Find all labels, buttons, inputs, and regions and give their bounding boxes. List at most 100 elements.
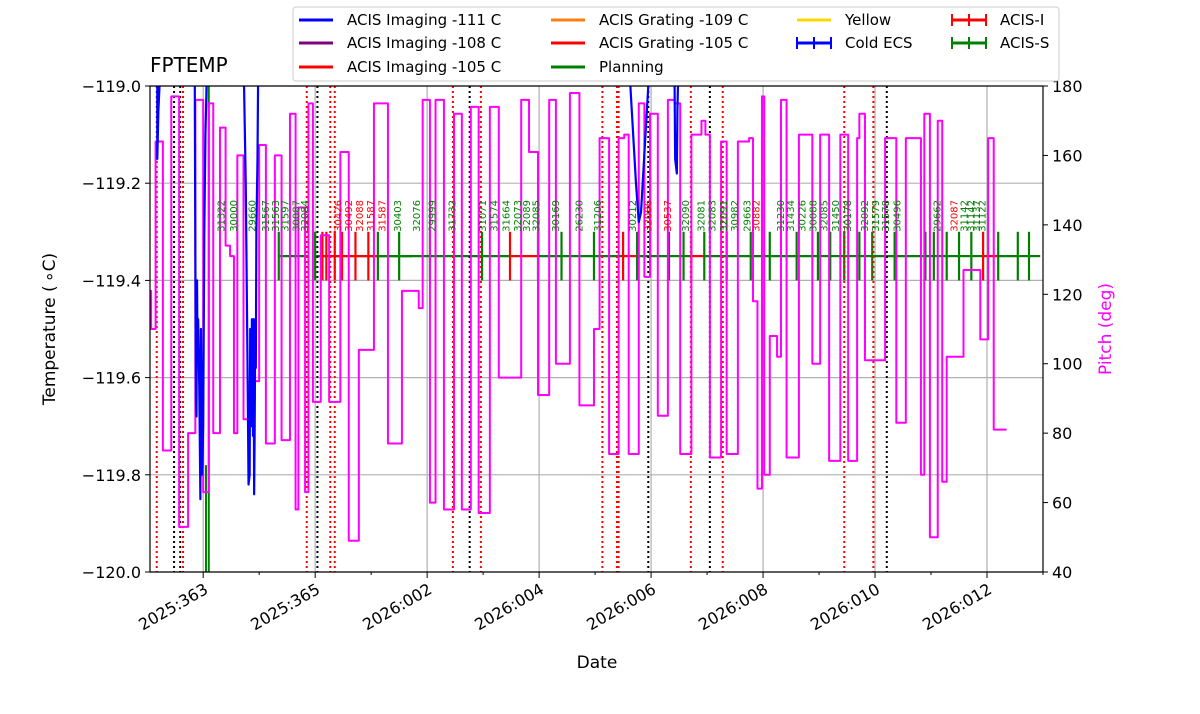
obsid-label: 32085: [531, 200, 542, 232]
legend: ACIS Imaging -111 C ACIS Imaging -108 C AC…: [292, 6, 1060, 82]
fptemp-series: [156, 86, 680, 501]
obsid-label: 31450: [831, 200, 842, 232]
obsid-label: 30178: [843, 200, 854, 232]
pitch-line: [150, 91, 1007, 542]
fptemp-line: [242, 86, 260, 496]
plot-frame: [149, 85, 1044, 573]
y-axis-title: Temperature ( ∘C): [40, 253, 60, 406]
fptemp-line: [629, 86, 650, 224]
obsid-label: 32087: [950, 200, 961, 232]
y-tick-label: −119.0: [82, 77, 141, 96]
legend-label: ACIS Imaging -111 C: [347, 11, 501, 29]
x-tick-label: 2026:006: [583, 579, 659, 634]
obsid-label: 30982: [730, 200, 741, 232]
obsid-label: 30088: [808, 200, 819, 232]
obsid-label: 30212: [628, 200, 639, 232]
legend-label: ACIS Imaging -105 C: [347, 58, 501, 76]
obsid-label: 31206: [593, 200, 604, 232]
acis-spans: [277, 231, 1041, 281]
obsid-label: 31122: [978, 200, 989, 232]
y2-tick-label: 120: [1052, 285, 1083, 304]
obsid-label: 31322: [217, 200, 228, 232]
legend-label: ACIS Grating -105 C: [599, 34, 748, 52]
obsid-label: 31434: [786, 200, 797, 232]
obsid-label: 29999: [428, 200, 439, 232]
obsid-label: 31230: [776, 200, 787, 232]
obsid-label: 30169: [551, 200, 562, 232]
x-tick-label: 2025:365: [247, 579, 323, 634]
legend-label: ACIS-I: [1000, 11, 1044, 29]
obsid-label: 32073: [513, 200, 524, 232]
y-tick-label: −119.6: [82, 369, 141, 388]
obsid-label: 32083: [708, 200, 719, 232]
y2-tick-label: 80: [1052, 424, 1072, 443]
obsid-label: 29663: [742, 200, 753, 232]
x-tick-label: 2026:012: [919, 579, 995, 634]
obsid-label: 32085: [820, 200, 831, 232]
obsid-label: 31142: [966, 200, 977, 232]
obsid-label: 30087: [292, 200, 303, 232]
legend-label: Cold ECS: [845, 34, 913, 52]
y-tick-label: −120.0: [82, 563, 141, 582]
obsid-label: 31578: [881, 200, 892, 232]
obsid-label: 30537: [663, 200, 674, 232]
obsid-label: 31732: [447, 200, 458, 232]
obsid-label: 31563: [271, 200, 282, 232]
fptemp-line: [156, 86, 161, 160]
y-tick-label: −119.8: [82, 466, 141, 485]
obsid-label: 31587: [366, 200, 377, 232]
obsid-label: 32092: [860, 200, 871, 232]
x-tick-label: 2026:004: [471, 579, 547, 634]
x-tick-label: 2026:008: [695, 579, 771, 634]
pitch-series: [150, 91, 1007, 542]
legend-label: Planning: [599, 58, 664, 76]
obsid-label: 31137: [972, 200, 983, 232]
legend-box: [292, 6, 1060, 82]
y2-tick-label: 100: [1052, 355, 1083, 374]
obsid-label: 32088: [355, 200, 366, 232]
obsid-label: 29660: [247, 200, 258, 232]
obsid-label: 30492: [344, 200, 355, 232]
x-tick-label: 2026:010: [807, 579, 883, 634]
legend-label: ACIS-S: [1000, 34, 1049, 52]
y2-tick-label: 160: [1052, 146, 1083, 165]
y-tick-label: −119.2: [82, 174, 141, 193]
obsid-label: 30403: [393, 200, 404, 232]
obsid-label: 31579: [871, 200, 882, 232]
y2-tick-label: 180: [1052, 77, 1083, 96]
obsid-label: 31597: [280, 200, 291, 232]
obsid-label: 30882: [751, 200, 762, 232]
obsid-label: 30226: [797, 200, 808, 232]
fptemp-line: [673, 86, 680, 175]
obsid-label: 32089: [522, 200, 533, 232]
fptemp-line: [193, 86, 208, 501]
y2-tick-label: 140: [1052, 216, 1083, 235]
obsid-label: 31587: [377, 200, 388, 232]
y2-tick-label: 40: [1052, 563, 1072, 582]
x-axis-title: Date: [577, 653, 618, 673]
axis-ticks: −120.0 −119.8 −119.6 −119.4 −119.2 −119.0 40 60…: [82, 77, 1083, 634]
obsid-label: 31567: [261, 200, 272, 232]
obsid-label: 32076: [412, 200, 423, 232]
obsid-label: 32081: [696, 200, 707, 232]
legend-label: ACIS Imaging -108 C: [347, 34, 501, 52]
legend-label: Yellow: [844, 11, 891, 29]
y2-tick-label: 60: [1052, 494, 1072, 513]
obsid-label: 31142: [960, 200, 971, 232]
x-tick-label: 2026:002: [359, 579, 435, 634]
obsid-label: 26230: [574, 200, 585, 232]
obsid-label: 30000: [229, 200, 240, 232]
obsid-label: 32090: [681, 200, 692, 232]
chart-title: FPTEMP: [150, 53, 228, 77]
obsid-label: 31071: [478, 200, 489, 232]
obsid-label: 29662: [933, 200, 944, 232]
x-tick-label: 2025:363: [135, 579, 211, 634]
y2-axis-title: Pitch (deg): [1096, 283, 1116, 375]
obsid-label: 30496: [892, 200, 903, 232]
y-tick-label: −119.4: [82, 271, 141, 290]
obsid-label: 32091: [719, 200, 730, 232]
obsid-label: 31574: [489, 200, 500, 232]
obsid-label: 30426: [334, 200, 345, 232]
legend-label: ACIS Grating -109 C: [599, 11, 748, 29]
